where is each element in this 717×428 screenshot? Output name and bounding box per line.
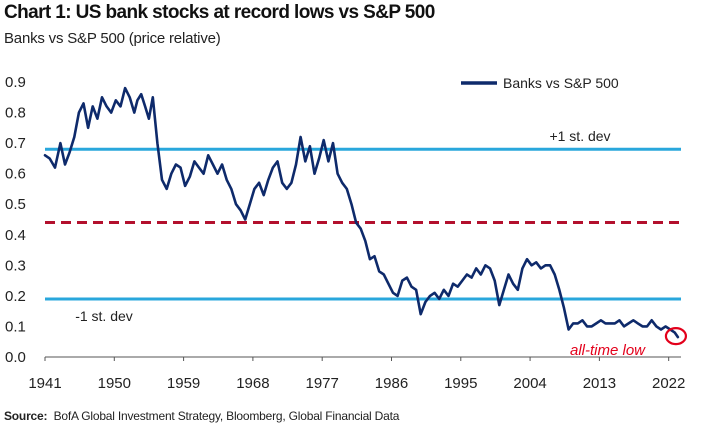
y-tick-label: 0.1 — [5, 318, 26, 335]
source-label: Source: — [4, 409, 48, 423]
y-tick-label: 0.4 — [5, 227, 26, 244]
x-tick-label: 1950 — [98, 375, 131, 392]
all-time-low-marker — [664, 327, 688, 346]
chart-title: Chart 1: US bank stocks at record lows v… — [4, 2, 435, 23]
series-line-banks-vs-sp500 — [43, 86, 680, 339]
series-layer — [43, 86, 680, 339]
y-axis: 0.0 0.1 0.2 0.3 0.4 0.5 0.6 0.7 0.8 0.9 — [5, 74, 26, 366]
y-tick-label: 0.2 — [5, 288, 26, 305]
y-tick-label: 0.8 — [5, 105, 26, 122]
x-tick-label: 2022 — [652, 375, 685, 392]
plus-one-std-label: +1 st. dev — [549, 128, 610, 144]
minus-one-std-label: -1 st. dev — [75, 308, 133, 324]
x-tick-label: 1986 — [375, 375, 408, 392]
y-tick-label: 0.6 — [5, 166, 26, 183]
x-axis: 1941 1950 1959 1968 1977 1986 1995 2004 2013 2022 — [28, 357, 685, 392]
source-text: BofA Global Investment Strategy, Bloombe… — [53, 409, 400, 423]
x-tick-label: 2013 — [583, 375, 616, 392]
chart-subtitle: Banks vs S&P 500 (price relative) — [4, 30, 221, 47]
source-note: Source: BofA Global Investment Strategy,… — [4, 409, 399, 423]
all-time-low-label: all-time low — [570, 342, 646, 359]
x-tick-label: 1995 — [444, 375, 477, 392]
legend: Banks vs S&P 500 — [461, 75, 619, 91]
x-tick-label: 2004 — [513, 375, 546, 392]
y-tick-label: 0.3 — [5, 257, 26, 274]
line-chart: 0.00.10.20.30.40.50.60.70.80.9 1941 1950 1… — [5, 74, 688, 392]
x-tick-label: 1968 — [236, 375, 269, 392]
y-tick-label: 0.0 — [5, 349, 26, 366]
x-tick-label: 1941 — [28, 375, 61, 392]
y-tick-label: 0.5 — [5, 196, 26, 213]
x-tick-label: 1959 — [167, 375, 200, 392]
annotation-layer: all-time low — [570, 327, 688, 359]
x-tick-label: 1977 — [306, 375, 339, 392]
legend-label: Banks vs S&P 500 — [503, 75, 619, 91]
y-tick-label: 0.7 — [5, 135, 26, 152]
y-tick-label: 0.9 — [5, 74, 26, 91]
reference-lines — [45, 147, 681, 301]
